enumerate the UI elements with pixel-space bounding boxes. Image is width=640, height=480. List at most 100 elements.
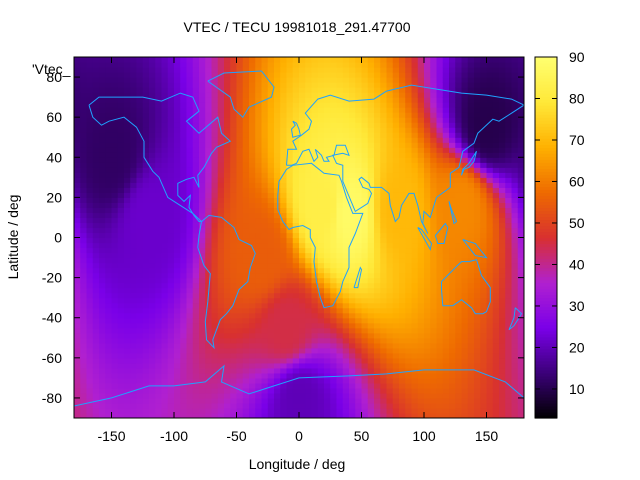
heatmap-cell bbox=[286, 267, 294, 274]
heatmap-cell bbox=[461, 327, 469, 334]
heatmap-cell bbox=[161, 117, 169, 123]
heatmap-cell bbox=[505, 397, 513, 404]
heatmap-cell bbox=[192, 402, 200, 409]
heatmap-cell bbox=[136, 72, 144, 78]
heatmap-cell bbox=[142, 212, 150, 219]
heatmap-cell bbox=[492, 152, 500, 158]
heatmap-cell bbox=[99, 267, 106, 274]
heatmap-cell bbox=[267, 267, 275, 274]
heatmap-cell bbox=[449, 262, 456, 269]
heatmap-cell bbox=[242, 62, 250, 68]
heatmap-cell bbox=[292, 197, 300, 203]
heatmap-cell bbox=[280, 297, 288, 304]
heatmap-cell bbox=[417, 312, 425, 319]
heatmap-cell bbox=[392, 187, 400, 193]
heatmap-cell bbox=[230, 222, 238, 229]
heatmap-cell bbox=[124, 372, 131, 379]
heatmap-cell bbox=[105, 302, 113, 309]
heatmap-cell bbox=[249, 212, 256, 219]
heatmap-cell bbox=[486, 202, 494, 209]
heatmap-cell bbox=[386, 122, 394, 128]
heatmap-cell bbox=[305, 292, 313, 299]
heatmap-cell bbox=[249, 352, 256, 359]
heatmap-cell bbox=[205, 227, 213, 234]
heatmap-cell bbox=[499, 382, 506, 389]
heatmap-cell bbox=[455, 247, 463, 254]
heatmap-cell bbox=[480, 252, 488, 259]
heatmap-cell bbox=[136, 297, 144, 304]
heatmap-cell bbox=[242, 247, 250, 254]
heatmap-cell bbox=[336, 127, 344, 133]
heatmap-cell bbox=[324, 137, 331, 143]
heatmap-cell bbox=[417, 347, 425, 354]
heatmap-cell bbox=[124, 182, 131, 188]
heatmap-cell bbox=[386, 302, 394, 309]
heatmap-cell bbox=[474, 137, 481, 143]
heatmap-cell bbox=[74, 407, 81, 414]
heatmap-cell bbox=[124, 142, 131, 148]
heatmap-cell bbox=[449, 82, 456, 88]
heatmap-cell bbox=[180, 97, 188, 103]
heatmap-cell bbox=[286, 357, 294, 364]
heatmap-cell bbox=[111, 297, 119, 304]
heatmap-cell bbox=[74, 82, 81, 88]
heatmap-cell bbox=[224, 177, 231, 183]
heatmap-cell bbox=[461, 412, 469, 418]
heatmap-cell bbox=[430, 387, 438, 394]
heatmap-cell bbox=[267, 392, 275, 399]
heatmap-cell bbox=[142, 252, 150, 259]
heatmap-cell bbox=[230, 342, 238, 349]
heatmap-cell bbox=[149, 352, 156, 359]
heatmap-cell bbox=[424, 407, 431, 414]
heatmap-cell bbox=[386, 257, 394, 264]
heatmap-cell bbox=[130, 187, 138, 193]
heatmap-cell bbox=[430, 162, 438, 168]
heatmap-cell bbox=[99, 82, 106, 88]
heatmap-cell bbox=[186, 307, 194, 314]
heatmap-cell bbox=[211, 327, 219, 334]
heatmap-cell bbox=[167, 322, 175, 329]
heatmap-cell bbox=[392, 412, 400, 418]
heatmap-cell bbox=[242, 367, 250, 374]
heatmap-cell bbox=[111, 157, 119, 163]
heatmap-cell bbox=[242, 82, 250, 88]
heatmap-cell bbox=[180, 317, 188, 324]
heatmap-cell bbox=[455, 392, 463, 399]
heatmap-cell bbox=[230, 172, 238, 178]
heatmap-cell bbox=[467, 252, 475, 259]
heatmap-cell bbox=[349, 157, 356, 163]
heatmap-cell bbox=[255, 412, 263, 418]
heatmap-cell bbox=[199, 352, 206, 359]
heatmap-cell bbox=[149, 277, 156, 284]
heatmap-cell bbox=[111, 132, 119, 138]
heatmap-cell bbox=[111, 202, 119, 209]
heatmap-cell bbox=[99, 397, 106, 404]
heatmap-cell bbox=[417, 112, 425, 118]
heatmap-cell bbox=[274, 182, 281, 188]
heatmap-cell bbox=[411, 222, 419, 229]
heatmap-cell bbox=[499, 362, 506, 369]
heatmap-cell bbox=[436, 132, 444, 138]
heatmap-cell bbox=[280, 57, 288, 63]
heatmap-cell bbox=[305, 167, 313, 173]
heatmap-cell bbox=[449, 402, 456, 409]
heatmap-cell bbox=[186, 407, 194, 414]
heatmap-cell bbox=[224, 202, 231, 209]
heatmap-cell bbox=[292, 72, 300, 78]
heatmap-cell bbox=[155, 362, 163, 369]
heatmap-cell bbox=[180, 147, 188, 153]
heatmap-cell bbox=[430, 227, 438, 234]
heatmap-cell bbox=[205, 342, 213, 349]
heatmap-cell bbox=[211, 292, 219, 299]
heatmap-cell bbox=[449, 202, 456, 209]
heatmap-cell bbox=[380, 317, 388, 324]
heatmap-cell bbox=[442, 277, 450, 284]
heatmap-cell bbox=[299, 282, 306, 289]
heatmap-cell bbox=[361, 82, 369, 88]
heatmap-cell bbox=[367, 207, 375, 214]
heatmap-cell bbox=[255, 107, 263, 113]
heatmap-cell bbox=[92, 132, 100, 138]
heatmap-cell bbox=[424, 282, 431, 289]
heatmap-cell bbox=[392, 87, 400, 93]
heatmap-cell bbox=[199, 142, 206, 148]
